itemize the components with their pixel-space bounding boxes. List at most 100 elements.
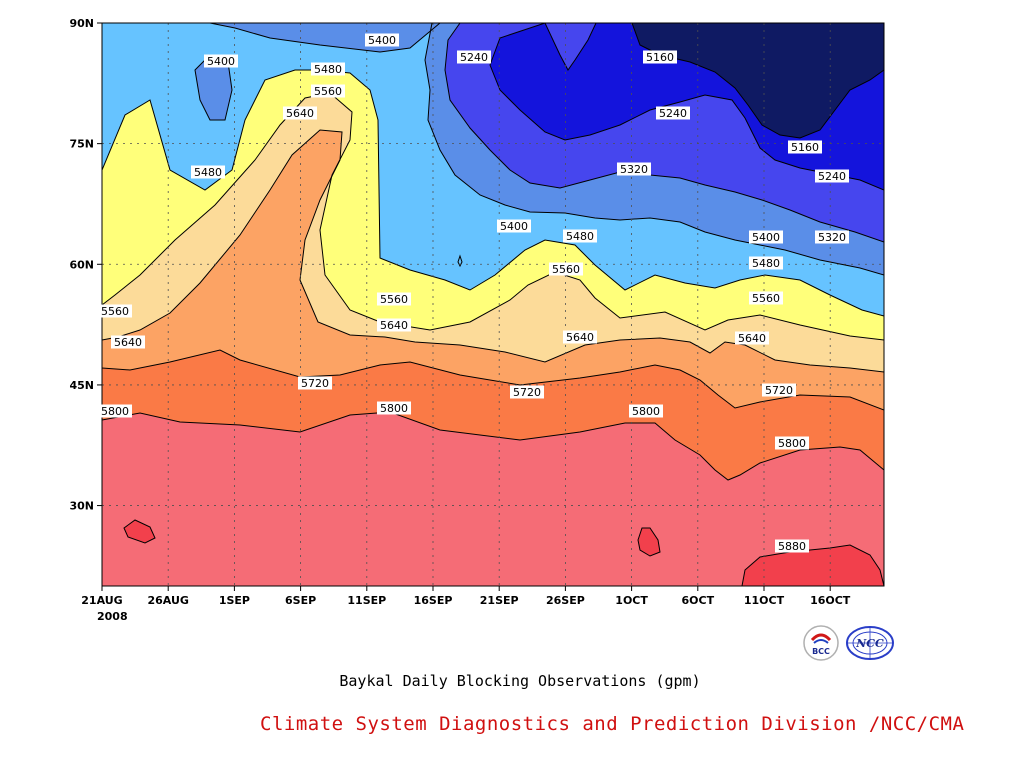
contour-label-bg <box>98 404 132 418</box>
logos: BCC NCC <box>802 624 896 668</box>
contour-label-text: 5800 <box>632 405 660 418</box>
contour-label-bg <box>749 256 783 270</box>
contour-label-bg <box>457 50 491 64</box>
band-5400-blob <box>195 55 232 120</box>
contour-label-text: 5240 <box>659 107 687 120</box>
contour-label-bg <box>311 62 345 76</box>
chart-title: Baykal Daily Blocking Observations (gpm) <box>339 672 701 690</box>
contour-label-text: 5400 <box>752 231 780 244</box>
contour-label: 5800 <box>629 404 663 418</box>
x-tick-label: 26SEP <box>546 594 585 607</box>
contour-label-bg <box>749 291 783 305</box>
contour-label-bg <box>775 539 809 553</box>
contour-label: 5400 <box>204 54 238 68</box>
contour-label-bg <box>111 335 145 349</box>
contour-label-text: 5240 <box>460 51 488 64</box>
contour-label-text: 5800 <box>101 405 129 418</box>
contour-label: 5720 <box>298 376 332 390</box>
contour-label-bg <box>98 304 132 318</box>
contour-label-text: 5720 <box>765 384 793 397</box>
contour-label-text: 5480 <box>566 230 594 243</box>
contour-label-bg <box>377 318 411 332</box>
contour-label: 5800 <box>775 436 809 450</box>
contour-label: 5480 <box>749 256 783 270</box>
y-tick-label: 30N <box>69 500 94 513</box>
contour-label: 5480 <box>311 62 345 76</box>
contour-label: 5720 <box>510 385 544 399</box>
contour-label: 5480 <box>563 229 597 243</box>
contour-label: 5560 <box>311 84 345 98</box>
contour-label: 5240 <box>656 106 690 120</box>
contour-label-bg <box>735 331 769 345</box>
contour-label-bg <box>377 292 411 306</box>
contour-label: 5320 <box>815 230 849 244</box>
contour-label-bg <box>643 50 677 64</box>
contour-label-text: 5560 <box>314 85 342 98</box>
x-axis: 21AUG 26AUG 1SEP 6SEP 11SEP 16SEP 21SEP 26SEP 1O… <box>81 586 851 607</box>
contour-label: 5640 <box>563 330 597 344</box>
contour-label: 5400 <box>497 219 531 233</box>
x-tick-label: 1OCT <box>615 594 648 607</box>
bcc-logo: BCC <box>803 625 839 661</box>
contour-label-bg <box>377 401 411 415</box>
x-tick-label: 21AUG <box>81 594 122 607</box>
x-year-label: 2008 <box>97 610 128 623</box>
contour-label: 5720 <box>762 383 796 397</box>
band-5320-ne <box>102 23 440 52</box>
contour-label: 5800 <box>98 404 132 418</box>
contour-label-bg <box>497 219 531 233</box>
contour-label: 5160 <box>788 140 822 154</box>
contour-label-text: 5320 <box>818 231 846 244</box>
contour-label-bg <box>815 230 849 244</box>
contour-label: 5240 <box>815 169 849 183</box>
contour-label: 5560 <box>377 292 411 306</box>
contour-label-text: 5160 <box>646 51 674 64</box>
contour-label-bg <box>656 106 690 120</box>
contour-label-bg <box>762 383 796 397</box>
contour-label: 5480 <box>191 165 225 179</box>
contour-label: 5240 <box>457 50 491 64</box>
contour-label: 5560 <box>749 291 783 305</box>
contour-label-text: 5640 <box>286 107 314 120</box>
contour-label-text: 5400 <box>500 220 528 233</box>
x-tick-label: 11SEP <box>347 594 386 607</box>
contour-fills <box>102 23 884 586</box>
contour-label-bg <box>815 169 849 183</box>
contour-label-text: 5400 <box>207 55 235 68</box>
band-5240-notch <box>545 23 596 70</box>
x-tick-label: 21SEP <box>480 594 519 607</box>
contour-label: 5400 <box>749 230 783 244</box>
y-axis: 30N 45N 60N 75N 90N <box>69 17 102 513</box>
contour-label-bg <box>549 262 583 276</box>
contour-label-text: 5640 <box>738 332 766 345</box>
contour-label-text: 5560 <box>752 292 780 305</box>
contour-label: 5800 <box>377 401 411 415</box>
contour-label-bg <box>298 376 332 390</box>
contour-label-text: 5560 <box>101 305 129 318</box>
contour-label: 5640 <box>111 335 145 349</box>
contour-label-text: 5640 <box>114 336 142 349</box>
contour-label-text: 5880 <box>778 540 806 553</box>
contour-label-bg <box>365 33 399 47</box>
contour-label: 5560 <box>549 262 583 276</box>
x-tick-label: 6SEP <box>285 594 316 607</box>
contour-label-text: 5480 <box>752 257 780 270</box>
contour-label-text: 5320 <box>620 163 648 176</box>
contour-label: 5880 <box>775 539 809 553</box>
contour-label: 5640 <box>377 318 411 332</box>
contour-label: 5560 <box>98 304 132 318</box>
contour-label-text: 5240 <box>818 170 846 183</box>
contour-label-bg <box>629 404 663 418</box>
y-tick-label: 60N <box>69 258 94 271</box>
x-tick-label: 6OCT <box>682 594 715 607</box>
y-tick-label: 45N <box>69 379 94 392</box>
contour-label-text: 5560 <box>380 293 408 306</box>
y-tick-label: 75N <box>69 138 94 151</box>
contour-label-bg <box>563 330 597 344</box>
contour-label-text: 5720 <box>513 386 541 399</box>
contour-label-text: 5640 <box>566 331 594 344</box>
x-tick-label: 16OCT <box>810 594 851 607</box>
contour-label-bg <box>749 230 783 244</box>
contour-label-bg <box>191 165 225 179</box>
